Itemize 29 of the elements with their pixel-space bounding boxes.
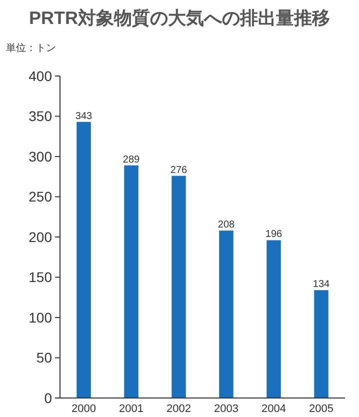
bar (266, 240, 281, 398)
y-tick-label: 200 (28, 228, 52, 245)
y-tick-label: 100 (28, 309, 52, 326)
x-tick-label: 2002 (166, 402, 191, 415)
bar (314, 290, 328, 398)
bar (219, 230, 234, 398)
bar (76, 122, 91, 398)
data-label: 134 (312, 279, 330, 290)
x-tick-label: 2005 (309, 402, 334, 415)
bar (124, 165, 138, 398)
x-tick-label: 2003 (214, 402, 238, 415)
data-label: 208 (218, 220, 236, 231)
x-tick-label: 2004 (262, 402, 286, 415)
x-tick-label: 2001 (119, 402, 144, 415)
y-tick-label: 50 (36, 350, 52, 366)
x-tick-label: 2000 (72, 402, 96, 415)
y-tick-label: 150 (28, 269, 52, 286)
data-label: 343 (75, 110, 93, 122)
data-label: 276 (170, 164, 188, 176)
data-label: 196 (265, 229, 283, 240)
y-tick-label: 400 (28, 68, 52, 84)
y-tick-label: 300 (28, 148, 52, 164)
y-tick-label: 250 (28, 188, 52, 205)
data-label: 289 (122, 154, 140, 166)
y-axis-title: 単位：トン (6, 42, 56, 54)
y-tick-label: 350 (28, 108, 52, 124)
y-tick-label: 0 (44, 390, 52, 406)
bar (172, 176, 186, 398)
chart-title: PRTR対象物質の大気への排出量推移 (29, 8, 330, 28)
